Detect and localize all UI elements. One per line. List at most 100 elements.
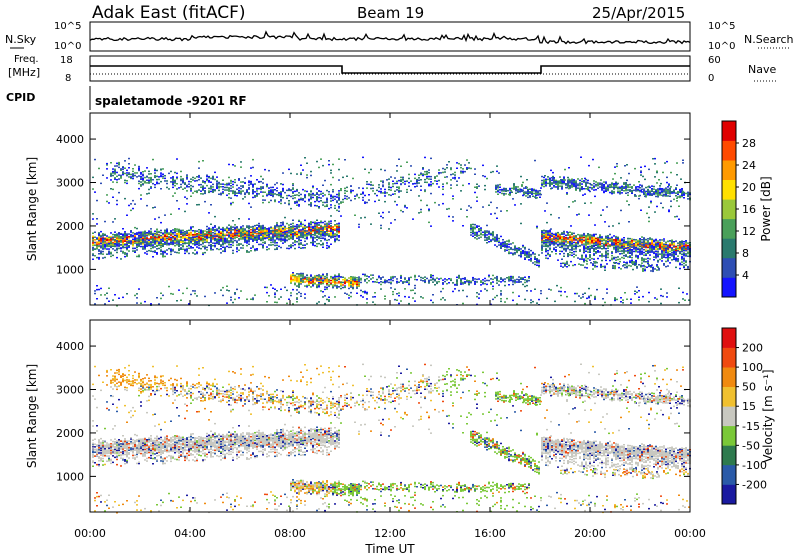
power-cell bbox=[166, 180, 168, 182]
power-cell bbox=[250, 237, 252, 239]
power-cell bbox=[629, 247, 631, 249]
power-cell bbox=[122, 171, 124, 173]
power-cell bbox=[188, 183, 190, 185]
power-cell bbox=[414, 278, 416, 281]
power-cell bbox=[518, 278, 520, 281]
power-cell bbox=[615, 242, 617, 245]
power-cell bbox=[256, 241, 258, 243]
power-cell bbox=[607, 254, 609, 256]
power-cell bbox=[571, 240, 573, 242]
power-cell bbox=[190, 227, 192, 230]
power-cell bbox=[356, 283, 358, 285]
power-cell bbox=[234, 234, 236, 237]
power-cell bbox=[454, 176, 456, 179]
power-cell bbox=[212, 235, 214, 238]
power-cell bbox=[575, 185, 577, 187]
power-cell bbox=[132, 173, 134, 175]
power-cell bbox=[316, 286, 318, 289]
freq-line bbox=[90, 65, 690, 74]
power-cell bbox=[673, 245, 675, 247]
power-cell bbox=[649, 193, 651, 195]
power-cell bbox=[462, 170, 464, 173]
noise-left-tick-top: 10^5 bbox=[54, 21, 81, 32]
power-cell bbox=[238, 232, 240, 235]
power-cell bbox=[623, 182, 625, 184]
power-cell bbox=[631, 249, 633, 251]
power-cell bbox=[314, 228, 316, 230]
power-cell bbox=[226, 182, 228, 185]
power-cell bbox=[104, 256, 106, 259]
power-cell bbox=[456, 167, 458, 169]
power-cell bbox=[284, 230, 286, 233]
power-cell bbox=[520, 281, 522, 283]
power-cell bbox=[228, 189, 230, 191]
power-cell bbox=[322, 230, 324, 233]
power-cell bbox=[629, 248, 631, 251]
power-cell bbox=[152, 246, 154, 249]
power-cell bbox=[174, 171, 176, 174]
power-cell bbox=[663, 238, 665, 240]
power-cell bbox=[144, 182, 146, 184]
power-cell bbox=[274, 199, 276, 201]
power-cell bbox=[322, 281, 324, 283]
power-cell bbox=[460, 282, 462, 284]
power-cell bbox=[266, 233, 268, 235]
power-cell bbox=[504, 250, 506, 252]
power-cell bbox=[358, 196, 360, 199]
power-cell bbox=[400, 176, 402, 179]
power-cell bbox=[122, 246, 124, 249]
power-cell bbox=[248, 181, 250, 184]
power-cell bbox=[414, 173, 416, 176]
power-cell bbox=[535, 190, 537, 193]
power-cell bbox=[522, 283, 524, 286]
power-cell bbox=[428, 282, 430, 284]
power-cell bbox=[675, 245, 677, 248]
power-cell bbox=[288, 200, 290, 202]
power-cell bbox=[220, 193, 222, 196]
power-cell bbox=[555, 186, 557, 188]
power-cell bbox=[587, 235, 589, 238]
power-cell bbox=[388, 279, 390, 281]
power-cell bbox=[240, 181, 242, 183]
power-cell bbox=[498, 280, 500, 282]
nave-tick-top: 60 bbox=[708, 55, 721, 66]
power-cell bbox=[516, 251, 518, 254]
power-cell bbox=[524, 248, 526, 250]
power-cell bbox=[524, 279, 526, 281]
power-cell bbox=[326, 227, 328, 230]
power-cell bbox=[256, 227, 258, 229]
power-cell bbox=[520, 256, 522, 258]
power-cell bbox=[681, 240, 683, 242]
power-cell bbox=[328, 207, 330, 210]
power-cell bbox=[312, 282, 314, 284]
power-cell bbox=[282, 221, 284, 223]
power-cell bbox=[645, 238, 647, 241]
power-cell bbox=[300, 277, 302, 280]
power-cell bbox=[621, 188, 623, 190]
power-cell bbox=[557, 245, 559, 247]
power-cell bbox=[120, 247, 122, 250]
power-cell bbox=[499, 183, 501, 186]
power-cell bbox=[667, 244, 669, 246]
power-cell bbox=[575, 188, 577, 190]
power-cell bbox=[418, 177, 420, 179]
power-cell bbox=[503, 192, 505, 195]
power-cell bbox=[254, 230, 256, 232]
power-cell bbox=[300, 234, 302, 236]
power-cell bbox=[108, 241, 110, 244]
power-cell bbox=[577, 184, 579, 187]
power-cell bbox=[174, 184, 176, 187]
power-cell bbox=[671, 259, 673, 261]
power-cell bbox=[250, 180, 252, 183]
power-cell bbox=[643, 193, 645, 196]
power-cell bbox=[244, 239, 246, 241]
power-cell bbox=[252, 245, 254, 247]
power-cell bbox=[294, 276, 296, 278]
power-cell bbox=[178, 236, 180, 239]
power-cell bbox=[264, 228, 266, 230]
power-cell bbox=[498, 237, 500, 240]
power-cell bbox=[519, 191, 521, 193]
power-cell bbox=[531, 193, 533, 195]
power-cell bbox=[603, 246, 605, 248]
power-cell bbox=[541, 185, 543, 187]
